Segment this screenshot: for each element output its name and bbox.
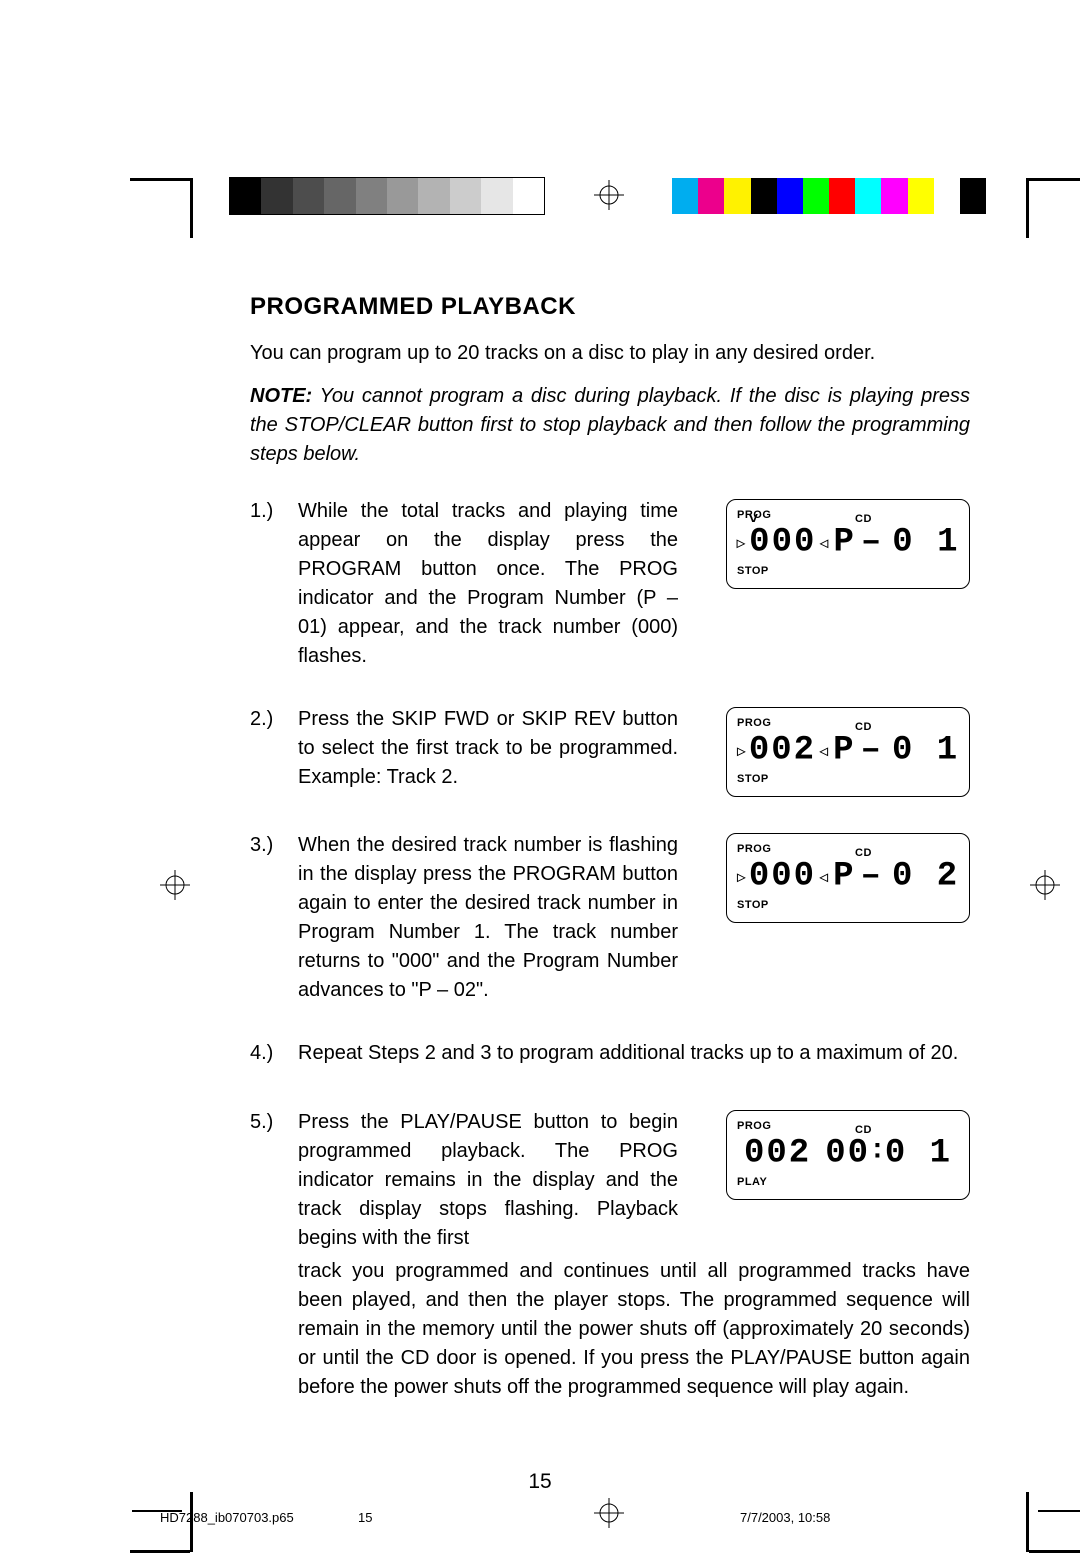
step-5-continued: track you programmed and continues until… (250, 1257, 970, 1402)
section-heading: PROGRAMMED PLAYBACK (250, 290, 970, 325)
step-text: Repeat Steps 2 and 3 to program addition… (298, 1039, 970, 1068)
registration-mark (594, 180, 624, 210)
crop-mark (1029, 178, 1080, 181)
p-indicator: P (833, 852, 853, 901)
crop-mark (1026, 178, 1029, 238)
color-bar (672, 178, 986, 214)
manual-page: PROGRAMMED PLAYBACK You can program up t… (0, 0, 1080, 1528)
registration-mark (160, 870, 190, 900)
p-indicator: P (833, 518, 853, 567)
step-number: 2.) (250, 705, 298, 734)
step-text: While the total tracks and playing time … (298, 497, 678, 671)
colon: : (869, 1132, 886, 1173)
note-body: You cannot program a disc during playbac… (250, 385, 970, 465)
step-2: 2.) Press the SKIP FWD or SKIP REV butto… (250, 705, 970, 797)
step-4: 4.) Repeat Steps 2 and 3 to program addi… (250, 1039, 970, 1068)
crop-mark (1026, 1492, 1029, 1552)
lcd-display-2: PROG CD STOP ▹ 002 ◃ P – 0 1 (726, 707, 970, 797)
prog-num: 0 1 (892, 726, 959, 775)
crop-mark (130, 178, 190, 181)
footer-page: 15 (358, 1510, 372, 1525)
step-number: 3.) (250, 831, 298, 860)
track-value: 002 (749, 726, 816, 775)
step-number: 5.) (250, 1108, 298, 1137)
step-text: When the desired track number is flashin… (298, 831, 678, 1005)
registration-mark (1030, 870, 1060, 900)
footer-line: HD7288_ib070703.p65 (160, 1510, 294, 1525)
lcd-display-3: PROG CD STOP ▹ 000 ◃ P – 0 2 (726, 833, 970, 923)
time-min: 00 (825, 1129, 870, 1178)
note-label: NOTE: (250, 385, 312, 407)
step-text-b: track you programmed and continues until… (298, 1257, 970, 1402)
footer-date: 7/7/2003, 10:58 (740, 1510, 830, 1525)
step-1: 1.) While the total tracks and playing t… (250, 497, 970, 671)
crop-mark (1038, 1510, 1080, 1512)
step-5: 5.) Press the PLAY/PAUSE button to begin… (250, 1108, 970, 1253)
p-indicator: P (833, 726, 853, 775)
note-text: NOTE: You cannot program a disc during p… (250, 382, 970, 469)
step-text: Press the SKIP FWD or SKIP REV button to… (298, 705, 678, 792)
dash: – (861, 726, 881, 775)
registration-mark (594, 1498, 624, 1528)
lcd-display-1: PROG CD STOP ▹ ˅ 000 ◃ P – 0 1 (726, 499, 970, 589)
lcd-display-4: PROG CD PLAY 002 00 : 0 1 (726, 1110, 970, 1200)
intro-text: You can program up to 20 tracks on a dis… (250, 339, 970, 368)
track-value: 002 (744, 1129, 811, 1178)
step-text-a: Press the PLAY/PAUSE button to begin pro… (298, 1108, 678, 1253)
dash: – (861, 518, 881, 567)
prog-num: 0 1 (892, 518, 959, 567)
prog-num: 0 2 (892, 852, 959, 901)
dash: – (861, 852, 881, 901)
footer-file: HD7288_ib070703.p65 (160, 1510, 294, 1525)
page-content: PROGRAMMED PLAYBACK You can program up t… (250, 290, 970, 1436)
grayscale-bar (230, 178, 544, 214)
step-number: 1.) (250, 497, 298, 526)
step-3: 3.) When the desired track number is fla… (250, 831, 970, 1005)
step-number: 4.) (250, 1039, 298, 1068)
page-number: 15 (528, 1470, 551, 1494)
time-sec: 0 1 (885, 1129, 952, 1178)
track-value: 000 (749, 852, 816, 901)
crop-mark (190, 178, 193, 238)
